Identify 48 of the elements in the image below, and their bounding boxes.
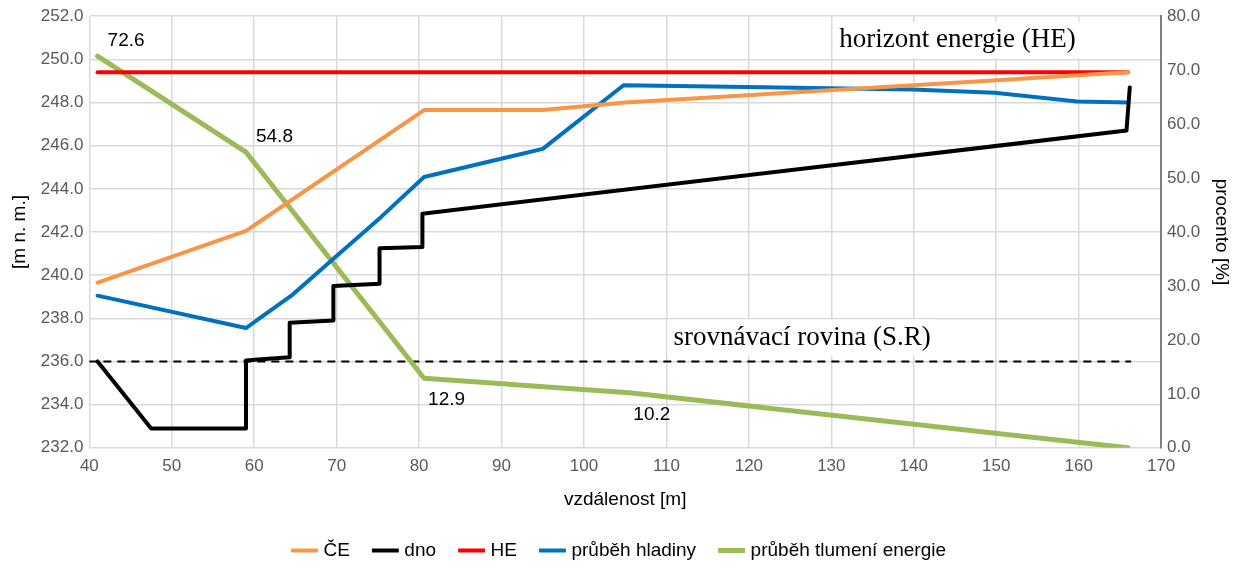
y2-tick-label: 80.0 [1167,5,1201,25]
x-axis-title: vzdálenost [m] [563,487,687,509]
y2-tick-label: 0.0 [1167,437,1191,457]
y-tick-label: 252.0 [40,5,84,25]
x-tick-label: 140 [899,455,928,475]
legend-label: dno [404,538,437,560]
y-tick-label: 250.0 [40,49,84,69]
y-tick-label: 246.0 [40,135,84,155]
x-tick-label: 130 [817,455,846,475]
y2-tick-label: 20.0 [1167,329,1201,349]
data-label: 54.8 [255,124,293,146]
legend-label: průběh hladiny [571,538,697,560]
legend-label: HE [490,538,517,560]
y-tick-label: 234.0 [40,394,84,414]
legend-label: průběh tlumení energie [750,538,947,560]
data-label: 10.2 [633,402,671,424]
x-tick-label: 70 [327,455,347,475]
y-axis-title: [m n. m.] [7,195,29,269]
x-tick-label: 120 [734,455,764,475]
x-tick-label: 150 [982,455,1011,475]
x-tick-label: 100 [569,455,599,475]
x-tick-label: 80 [409,455,429,475]
y2-tick-label: 40.0 [1167,221,1201,241]
annotation: horizont energie (HE) [839,23,1076,54]
y2-axis-title: procento [%] [1212,178,1234,286]
x-tick-label: 60 [244,455,264,475]
x-tick-label: 90 [492,455,512,475]
y-tick-label: 242.0 [40,221,84,241]
x-tick-label: 50 [162,455,182,475]
y2-tick-label: 70.0 [1167,59,1201,79]
x-tick-label: 110 [652,455,680,475]
y-tick-label: 248.0 [40,92,84,112]
data-label: 72.6 [107,28,145,50]
x-tick-label: 40 [79,455,99,475]
data-label: 12.9 [428,387,466,409]
x-tick-label: 170 [1146,455,1176,475]
y-tick-label: 244.0 [40,178,84,198]
y-tick-label: 240.0 [40,264,84,284]
y2-tick-label: 60.0 [1167,113,1201,133]
y2-tick-label: 10.0 [1167,383,1201,403]
legend-label: ČE [323,538,350,560]
y2-tick-label: 50.0 [1167,167,1201,187]
x-tick-label: 160 [1064,455,1093,475]
y-tick-label: 238.0 [40,308,84,328]
ref-line-label: srovnávací rovina (S.R) [673,320,931,351]
y2-tick-label: 30.0 [1167,275,1201,295]
y-tick-label: 232.0 [40,437,84,457]
y-tick-label: 236.0 [40,351,84,371]
